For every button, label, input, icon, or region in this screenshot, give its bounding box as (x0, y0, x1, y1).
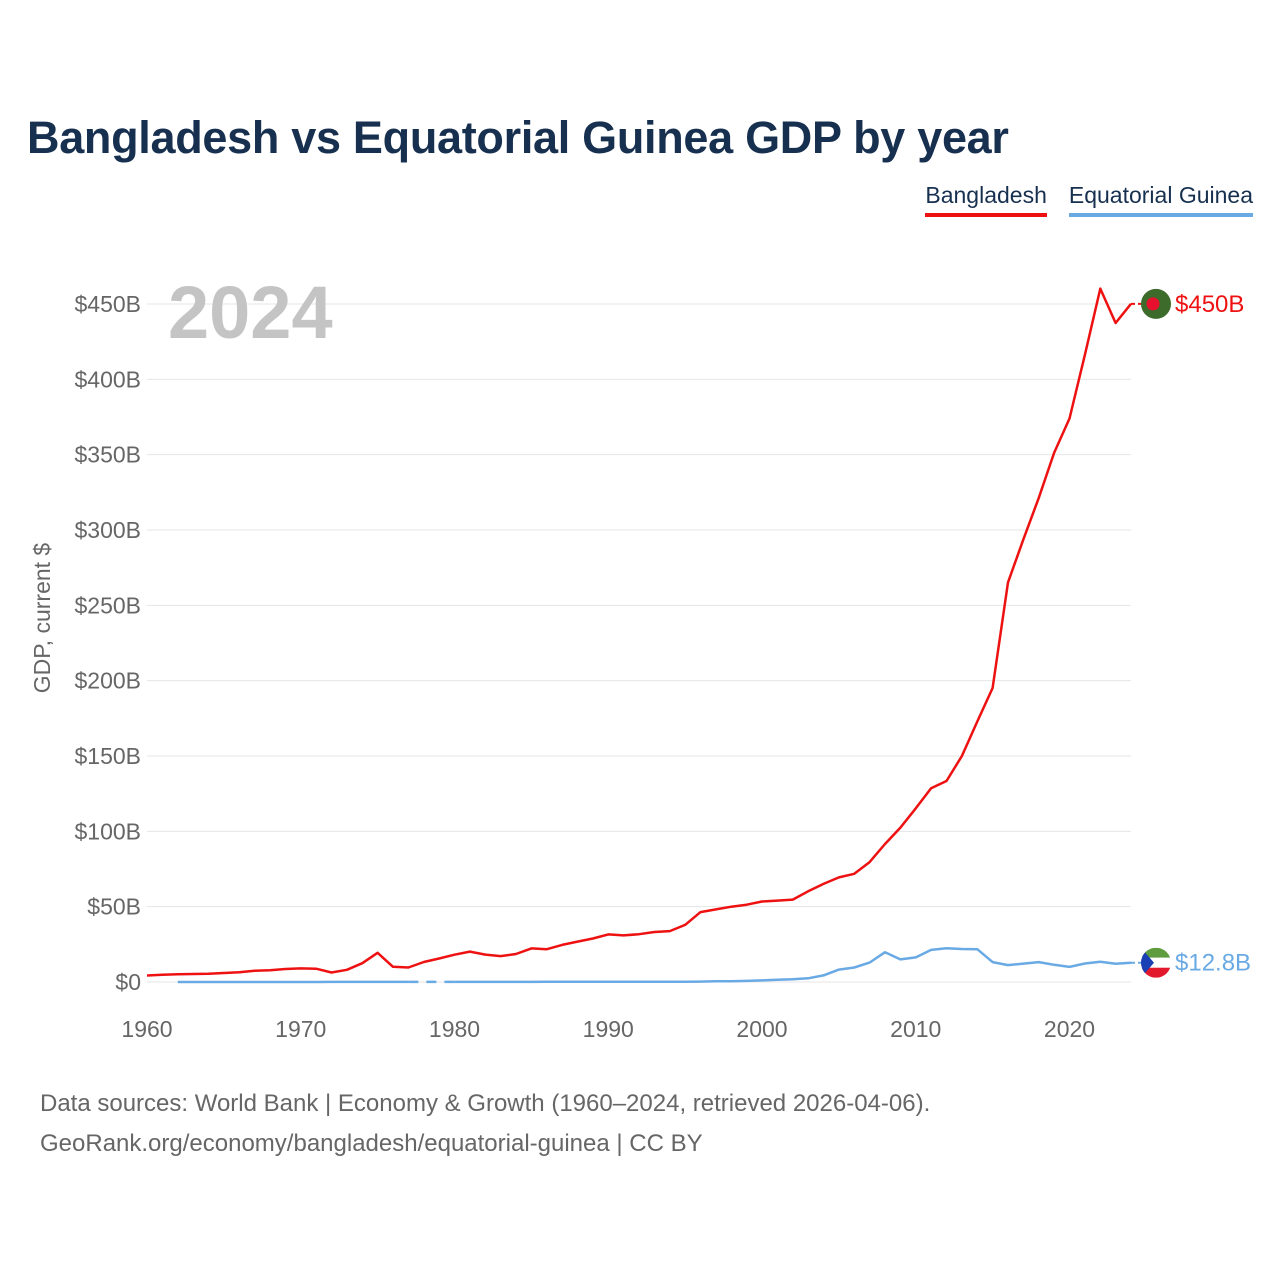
y-tick-label: $150B (74, 743, 141, 769)
x-tick-label: 2010 (890, 1016, 941, 1042)
y-axis: $0 $50B $100B $150B $200B $250B $300B $350B $400… (74, 291, 141, 995)
x-tick-label: 2000 (736, 1016, 787, 1042)
equatorial-guinea-flag-icon (1141, 947, 1171, 978)
y-tick-label: $0 (115, 969, 141, 995)
y-tick-label: $350B (74, 442, 141, 468)
grid-lines (147, 303, 1131, 983)
legend: Bangladesh Equatorial Guinea (925, 182, 1253, 217)
footer-source: Data sources: World Bank | Economy & Gro… (40, 1090, 931, 1117)
x-tick-label: 1990 (583, 1016, 634, 1042)
footer: Data sources: World Bank | Economy & Gro… (40, 1084, 930, 1164)
series-line-equatorial-guinea[interactable] (454, 947, 1132, 984)
endpoint-value-label: $12.8B (1175, 950, 1251, 977)
year-watermark: 2024 (168, 271, 333, 354)
x-tick-label: 2020 (1044, 1016, 1095, 1042)
footer-url[interactable]: GeoRank.org/economy/bangladesh/equatoria… (40, 1130, 703, 1157)
legend-item-equatorial-guinea[interactable]: Equatorial Guinea (1068, 182, 1253, 217)
y-tick-label: $450B (74, 291, 141, 317)
series-line-bangladesh[interactable] (146, 287, 1132, 977)
y-tick-label: $50B (87, 894, 141, 920)
x-axis: 1960 1970 1980 1990 2000 2010 2020 (121, 1016, 1095, 1042)
bangladesh-flag-icon (1141, 288, 1171, 319)
x-tick-label: 1960 (121, 1016, 172, 1042)
series-endpoints: $450B $12.8B (1131, 288, 1251, 978)
y-tick-label: $200B (74, 668, 141, 694)
chart-title: Bangladesh vs Equatorial Guinea GDP by y… (27, 112, 1009, 163)
y-tick-label: $250B (74, 592, 141, 618)
y-tick-label: $400B (74, 366, 141, 392)
legend-item-bangladesh[interactable]: Bangladesh (925, 182, 1047, 217)
series-lines (146, 287, 1132, 984)
y-tick-label: $300B (74, 517, 141, 543)
y-tick-label: $100B (74, 818, 141, 844)
y-axis-label: GDP, current $ (29, 543, 55, 694)
x-tick-label: 1980 (429, 1016, 480, 1042)
endpoint-value-label: $450B (1175, 291, 1244, 318)
x-tick-label: 1970 (275, 1016, 326, 1042)
